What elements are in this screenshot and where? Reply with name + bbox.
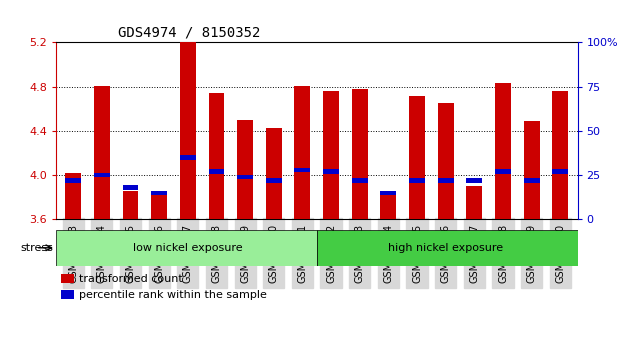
Bar xyxy=(381,191,396,195)
Bar xyxy=(352,178,368,183)
Bar xyxy=(438,178,453,183)
FancyBboxPatch shape xyxy=(56,230,317,266)
Bar xyxy=(209,93,224,219)
Text: high nickel exposure: high nickel exposure xyxy=(388,243,503,253)
Bar xyxy=(209,170,224,174)
Bar xyxy=(438,103,453,219)
Bar xyxy=(495,170,511,174)
Bar xyxy=(237,120,253,219)
FancyBboxPatch shape xyxy=(317,230,578,266)
Bar xyxy=(524,121,540,219)
Bar xyxy=(94,173,110,177)
Bar xyxy=(266,128,281,219)
Bar xyxy=(294,86,310,219)
Bar xyxy=(180,155,196,160)
Bar xyxy=(94,86,110,219)
Bar xyxy=(65,173,81,219)
Bar xyxy=(266,178,281,183)
Text: transformed count: transformed count xyxy=(79,274,183,284)
Bar xyxy=(61,274,74,283)
Bar xyxy=(466,186,483,219)
Bar xyxy=(466,178,483,183)
Bar xyxy=(409,178,425,183)
Text: stress: stress xyxy=(20,243,53,253)
Bar xyxy=(495,84,511,219)
Bar xyxy=(409,96,425,219)
Bar xyxy=(180,42,196,219)
Text: GDS4974 / 8150352: GDS4974 / 8150352 xyxy=(119,26,261,40)
Bar xyxy=(323,170,339,174)
Bar xyxy=(151,191,167,195)
Bar xyxy=(323,91,339,219)
Bar xyxy=(524,178,540,183)
Bar xyxy=(381,194,396,219)
Bar xyxy=(122,191,138,219)
Bar xyxy=(122,185,138,190)
Bar xyxy=(61,290,74,299)
Bar xyxy=(151,194,167,219)
Bar xyxy=(237,175,253,179)
Text: low nickel exposure: low nickel exposure xyxy=(133,243,243,253)
Bar xyxy=(352,89,368,219)
Bar xyxy=(294,168,310,172)
Text: percentile rank within the sample: percentile rank within the sample xyxy=(79,290,267,299)
Bar xyxy=(553,91,568,219)
Bar xyxy=(65,178,81,183)
Bar xyxy=(553,170,568,174)
